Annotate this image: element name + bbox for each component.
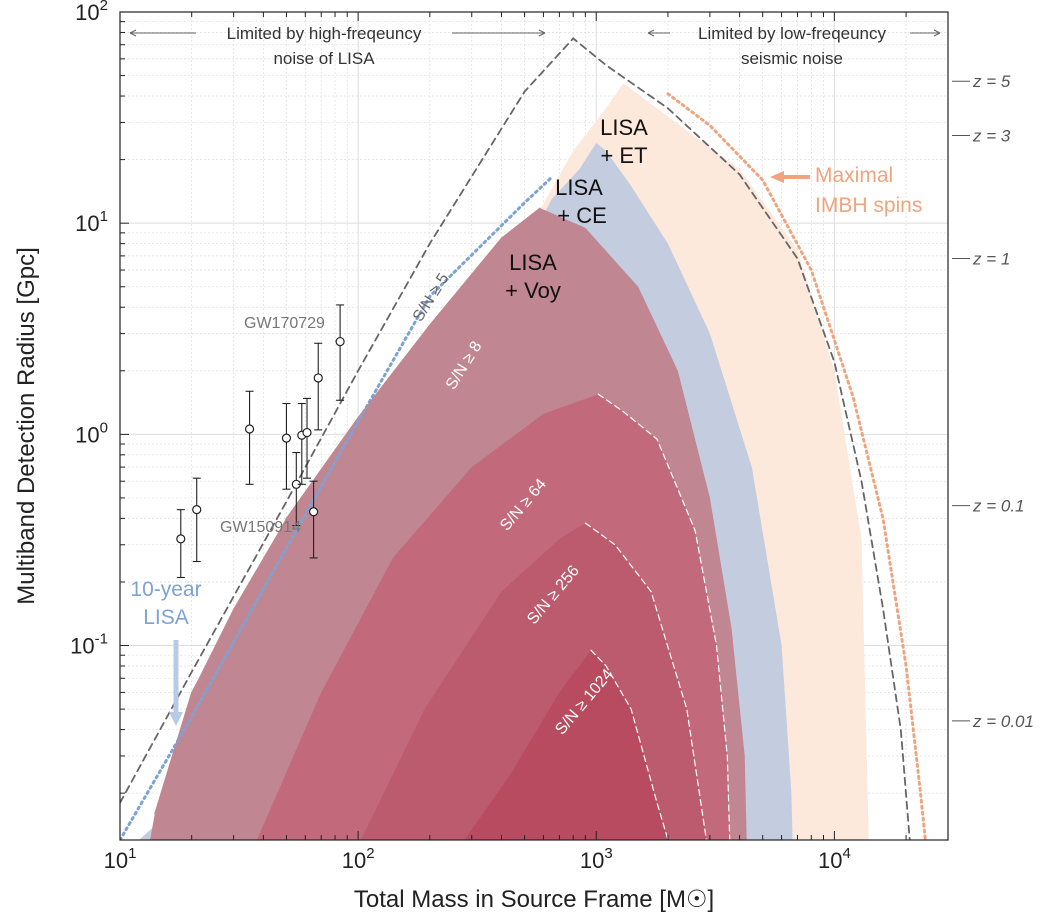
left-range-arrowhead-right [538,29,546,37]
event-marker [308,507,319,517]
event-marker [192,505,202,515]
imbh-label-2: IMBH spins [815,194,922,217]
z-tick-label: z = 1 [972,250,1010,269]
curves [120,37,927,840]
imbh-annotation: Maximal IMBH spins [770,164,922,217]
left-range-label-1: Limited by high-freqeuncy [227,24,422,43]
curve-3 [666,92,927,840]
z-tick-label: z = 0.01 [972,712,1034,731]
right-range-label-2: seismic noise [741,49,843,68]
lisa-ce-label-1: LISA [555,175,603,200]
left-range-label-2: noise of LISA [273,49,375,68]
event-marker [176,534,186,544]
y-tick-label: 10-1 [70,631,108,659]
gw170729-label: GW170729 [244,315,325,332]
event-marker [302,427,312,438]
lisa-et-label-1: LISA [600,115,648,140]
z-tick-label: z = 0.1 [972,497,1025,516]
x-tick-label: 103 [580,845,613,873]
y-tick-label: 102 [75,0,108,25]
x-axis-title: Total Mass in Source Frame [M☉] [354,886,714,913]
gw-events [176,304,345,579]
lisa-et-label-2: + ET [600,143,647,168]
region-5 [464,650,669,840]
curve-6 [590,649,669,840]
imbh-arrow-head [770,171,784,183]
lisa-label-1: 10-year [130,578,201,601]
plot-frame [119,11,949,841]
right-range-label-1: Limited by low-freqeuncy [698,24,887,43]
lisa-voy-label-1: LISA [509,250,557,275]
curve-4 [597,393,731,840]
curve-1 [120,175,554,840]
x-tick-label: 102 [342,845,375,873]
x-tick-label: 104 [818,845,851,873]
lisa-voy-label-2: + Voy [505,278,561,303]
event-marker [313,373,323,383]
redshift-axis: z = 5 z = 3 z = 1 z = 0.1 z = 0.01 [952,72,1034,731]
z-tick-label: z = 5 [972,72,1011,91]
lisa-arrow-head [169,712,183,726]
event-marker [244,424,255,434]
y-tick-label: 101 [75,208,108,236]
filled-regions [138,83,869,840]
z-tick-label: z = 3 [972,127,1011,146]
axis-ticks: 101 102 103 104 10-1 100 101 102 [70,0,949,873]
y-axis-title: Multiband Detection Radius [Gpc] [13,247,40,605]
imbh-label-1: Maximal [815,164,893,187]
x-tick-label: 101 [104,845,137,873]
curve-2 [154,207,541,815]
gw150914-label: GW150914 [220,519,301,536]
curve-0 [120,37,911,840]
event-marker [281,433,292,443]
right-range-arrowhead-right [933,29,941,37]
left-range-arrowhead [129,29,137,37]
y-tick-label: 100 [75,419,108,447]
curve-5 [584,522,708,840]
lisa-ce-label-2: + CE [557,203,607,228]
lisa-label-2: LISA [143,606,189,629]
region-labels: LISA + ET LISA + CE LISA + Voy [505,115,648,303]
right-range-arrowhead [647,29,655,37]
event-marker [335,336,345,347]
range-annotations: Limited by high-freqeuncy noise of LISA … [129,24,941,68]
lisa-annotation: 10-year LISA [130,578,202,726]
